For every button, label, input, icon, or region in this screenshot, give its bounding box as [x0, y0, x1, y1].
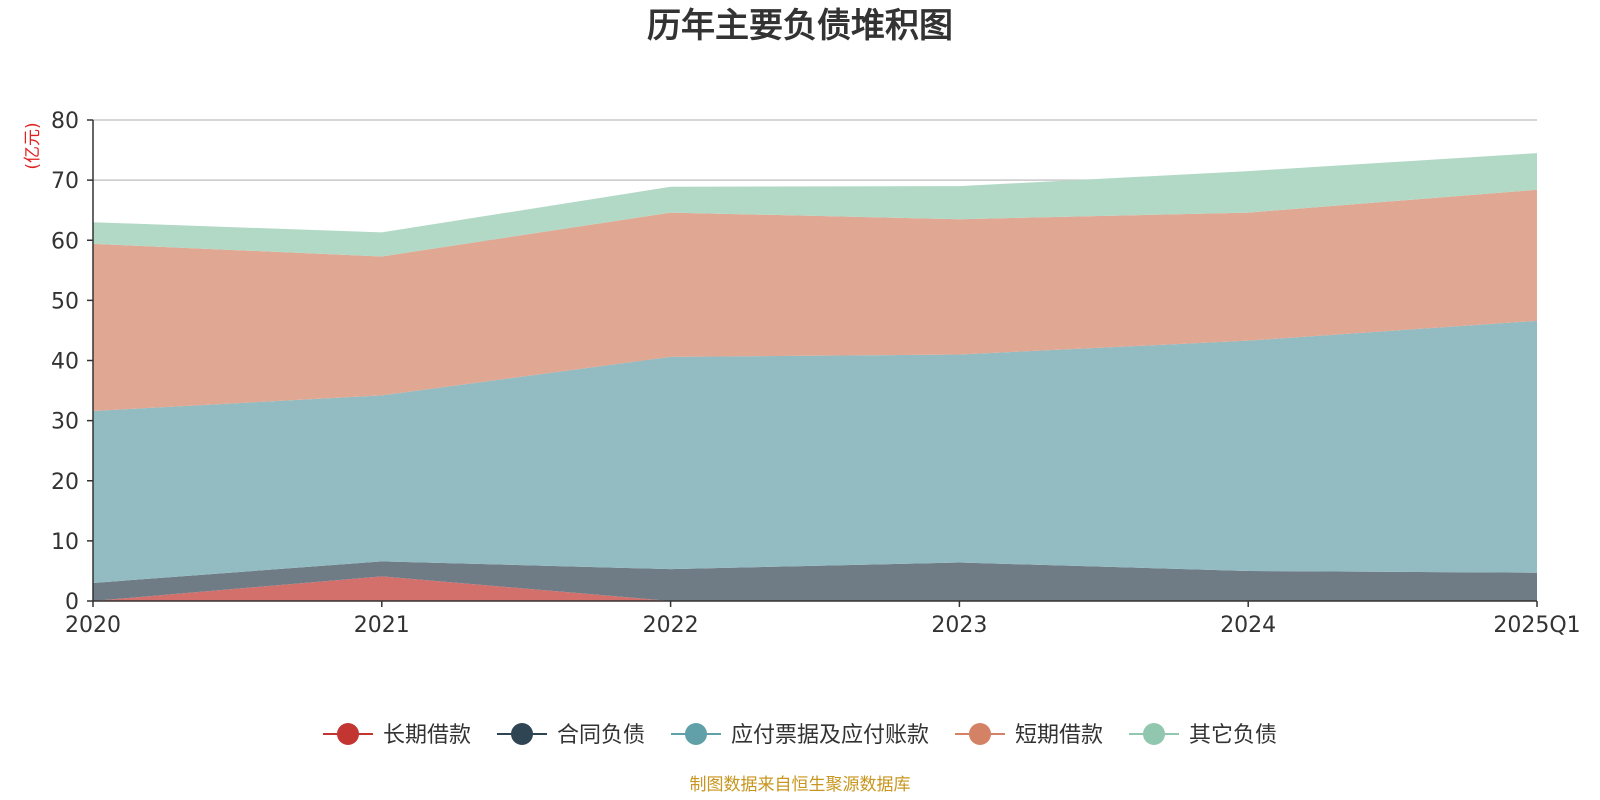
- x-tick-label: 2023: [931, 613, 987, 638]
- y-tick-label: 50: [51, 289, 79, 314]
- x-tick-label: 2025Q1: [1493, 613, 1580, 638]
- area-series: [93, 189, 1537, 412]
- legend-item[interactable]: 其它负债: [1129, 723, 1277, 748]
- y-tick-label: 40: [51, 350, 79, 375]
- area-series: [93, 561, 1537, 601]
- legend-circle-marker: [337, 723, 359, 745]
- x-tick-label: 2020: [65, 613, 121, 638]
- legend-circle-marker: [511, 723, 533, 745]
- area-series: [93, 153, 1537, 257]
- y-tick-label: 70: [51, 169, 79, 194]
- x-tick-label: 2021: [354, 613, 410, 638]
- legend-item[interactable]: 长期借款: [323, 723, 471, 748]
- y-axis-unit-label: (亿元): [23, 122, 43, 169]
- y-tick-label: 20: [51, 470, 79, 495]
- legend-label: 合同负债: [557, 723, 645, 748]
- axes: 0 10 20 30 40 50 60 70 80 2020 2021 2022 2023 2024 202…: [51, 109, 1581, 638]
- area-series: [93, 320, 1537, 583]
- legend-item[interactable]: 应付票据及应付账款: [671, 723, 929, 748]
- y-tick-label: 30: [51, 410, 79, 435]
- legend-circle-marker: [969, 723, 991, 745]
- legend-label: 短期借款: [1015, 723, 1103, 748]
- y-tick-label: 60: [51, 229, 79, 254]
- y-tick-label: 0: [65, 590, 79, 615]
- legend: 长期借款 合同负债 应付票据及应付账款 短期借款 其它负债: [323, 723, 1277, 748]
- y-tick-label: 10: [51, 530, 79, 555]
- x-tick-label: 2022: [643, 613, 699, 638]
- data-source-note: 制图数据来自恒生聚源数据库: [690, 775, 911, 795]
- legend-label: 应付票据及应付账款: [731, 723, 929, 748]
- y-tick-label: 80: [51, 109, 79, 134]
- area-series: [93, 576, 1537, 601]
- chart-title: 历年主要负债堆积图: [647, 6, 953, 46]
- area-series-layer: [93, 153, 1537, 601]
- legend-label: 长期借款: [383, 723, 471, 748]
- legend-label: 其它负债: [1189, 723, 1277, 748]
- x-tick-label: 2024: [1220, 613, 1276, 638]
- legend-item[interactable]: 短期借款: [955, 723, 1103, 748]
- legend-circle-marker: [1143, 723, 1165, 745]
- legend-circle-marker: [685, 723, 707, 745]
- legend-item[interactable]: 合同负债: [497, 723, 645, 748]
